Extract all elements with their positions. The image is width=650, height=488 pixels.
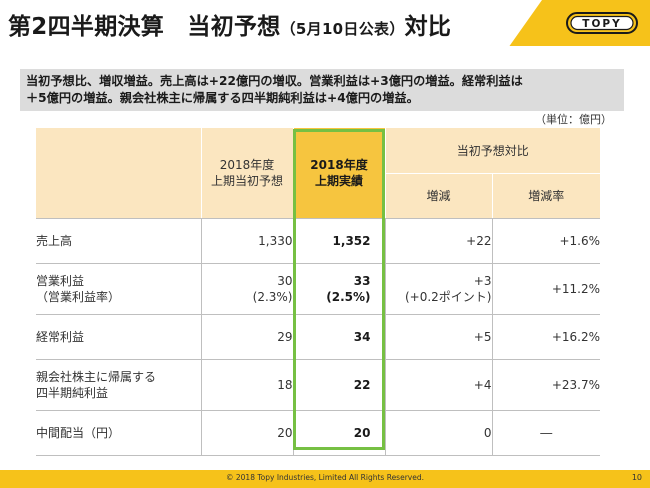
page-number: 10 xyxy=(631,473,642,482)
cell-rate: +16.2% xyxy=(491,314,601,360)
summary-box: 当初予想比、増収増益。売上高は+22億円の増収。営業利益は+3億円の増益。経常利… xyxy=(20,69,624,111)
cell-difference: +4 xyxy=(384,359,492,411)
table-row: 経常利益 29 34 +5 +16.2% xyxy=(36,314,601,360)
row-label: 中間配当（円） xyxy=(36,410,201,456)
forecast-comparison-table: 2018年度 上期当初予想 2018年度 上期実績 当初予想対比 増減 増減率 … xyxy=(36,128,601,456)
header-blank-cell xyxy=(36,128,201,219)
cell-initial-forecast: 30 (2.3%) xyxy=(200,263,293,315)
header-actual: 2018年度 上期実績 xyxy=(292,128,385,219)
header-title-area xyxy=(0,0,542,46)
cell-rate: +11.2% xyxy=(491,263,601,315)
table-row: 営業利益 （営業利益率） 30 (2.3%) 33 (2.5%) +3 (+0.2ポイン… xyxy=(36,263,601,315)
cell-initial-forecast: 1,330 xyxy=(200,218,293,264)
footer-bar: © 2018 Topy Industries, Limited All Righ… xyxy=(0,470,650,488)
summary-text: 当初予想比、増収増益。売上高は+22億円の増収。営業利益は+3億円の増益。経常利… xyxy=(26,74,523,105)
unit-note: （単位：億円） xyxy=(535,113,612,126)
header-comparison-group: 当初予想対比 xyxy=(384,128,601,174)
table-row: 中間配当（円） 20 20 0 ― xyxy=(36,410,601,456)
page-title: 第2四半期決算 当初予想（5月10日公表）対比 xyxy=(8,14,452,40)
header-initial-forecast: 2018年度 上期当初予想 xyxy=(200,128,293,219)
cell-difference: +22 xyxy=(384,218,492,264)
cell-actual: 22 xyxy=(292,359,385,411)
svg-text:TOPY: TOPY xyxy=(582,18,621,30)
cell-actual: 20 xyxy=(292,410,385,456)
cell-initial-forecast: 18 xyxy=(200,359,293,411)
cell-difference: +3 (+0.2ポイント) xyxy=(384,263,492,315)
header-rate: 増減率 xyxy=(491,172,601,219)
cell-rate: ― xyxy=(491,410,601,456)
row-label: 親会社株主に帰属する 四半期純利益 xyxy=(36,359,201,411)
cell-initial-forecast: 29 xyxy=(200,314,293,360)
topy-logo: TOPY xyxy=(566,12,638,34)
row-label: 営業利益 （営業利益率） xyxy=(36,263,201,315)
copyright-text: © 2018 Topy Industries, Limited All Righ… xyxy=(226,473,424,482)
cell-initial-forecast: 20 xyxy=(200,410,293,456)
cell-rate: +23.7% xyxy=(491,359,601,411)
cell-difference: 0 xyxy=(384,410,492,456)
cell-actual: 33 (2.5%) xyxy=(292,263,385,315)
cell-actual: 1,352 xyxy=(292,218,385,264)
header-difference: 増減 xyxy=(384,172,492,219)
cell-rate: +1.6% xyxy=(491,218,601,264)
cell-actual: 34 xyxy=(292,314,385,360)
row-label: 売上高 xyxy=(36,218,201,264)
table-row: 売上高 1,330 1,352 +22 +1.6% xyxy=(36,218,601,264)
cell-difference: +5 xyxy=(384,314,492,360)
row-label: 経常利益 xyxy=(36,314,201,360)
table-row: 親会社株主に帰属する 四半期純利益 18 22 +4 +23.7% xyxy=(36,359,601,411)
